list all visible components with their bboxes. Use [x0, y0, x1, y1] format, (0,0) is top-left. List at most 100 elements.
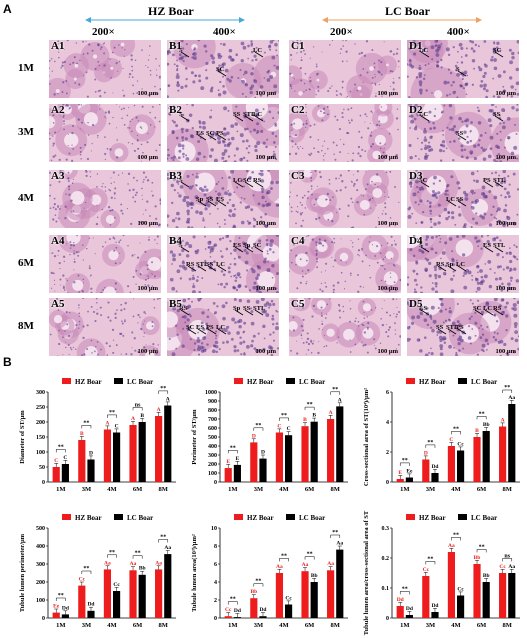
bar-letter-label: Aa — [327, 561, 334, 567]
bar — [78, 440, 86, 482]
scale-bar-label: 100 μm — [495, 220, 516, 227]
significance-bracket — [502, 558, 513, 562]
y-tick-label: 2 — [214, 598, 217, 604]
significance-bracket — [107, 414, 117, 418]
y-tick-label: 500 — [36, 526, 45, 532]
bar-letter-label: D — [89, 450, 93, 456]
significance-bracket — [425, 444, 436, 448]
histology-tile-a4: A4 100 μm — [49, 235, 161, 293]
x-tick-label: 4M — [451, 622, 460, 629]
bar — [78, 585, 86, 618]
scale-bar-label: 100 μm — [377, 285, 398, 292]
bar-letter-label: Aa — [164, 545, 171, 551]
y-tick-label: 0 — [214, 480, 217, 486]
legend-entry: LC Boar — [471, 514, 497, 522]
bar — [405, 477, 413, 482]
bar-letter-label: C — [63, 455, 67, 461]
y-axis-label: Tubule lumen area(10³)/μm² — [191, 534, 198, 612]
annotation-arrow — [457, 328, 467, 335]
y-tick-label: 0 — [42, 616, 45, 622]
significance-label: ** — [427, 440, 433, 446]
row-label: 1M — [18, 62, 34, 74]
x-tick-label: 3M — [254, 622, 263, 629]
annotation-arrow — [244, 181, 254, 188]
bar-letter-label: Cc — [285, 595, 292, 601]
annotation-arrow — [244, 115, 254, 122]
bar — [336, 549, 344, 618]
bar-letter-label: C — [115, 423, 119, 429]
bar — [301, 571, 309, 618]
x-tick-label: 8M — [503, 622, 512, 629]
histology-tile-d1: LC S SC D1 100 μm — [407, 40, 519, 98]
annotation-arrow — [217, 134, 227, 141]
annotation-label: ES — [483, 242, 491, 249]
y-tick-label: 4 — [386, 420, 389, 426]
significance-bracket — [158, 539, 169, 543]
y-tick-label: 100 — [36, 598, 45, 604]
bar — [61, 614, 69, 618]
annotation-arrow — [234, 246, 244, 253]
bar — [285, 604, 293, 618]
scale-bar-label: 100 μm — [137, 285, 158, 292]
bar-letter-label: Aa — [508, 395, 515, 401]
bar — [431, 473, 439, 482]
significance-label: ** — [402, 586, 408, 592]
bar — [113, 591, 121, 618]
panel-b-label: B — [3, 355, 12, 369]
x-tick-label: 3M — [82, 486, 91, 493]
bar — [61, 464, 69, 482]
y-tick-label: 800 — [208, 408, 217, 414]
significance-label: ** — [230, 597, 236, 603]
x-tick-label: 4M — [107, 486, 116, 493]
annotation-label: Sp — [243, 242, 251, 249]
row-label: 4M — [18, 192, 34, 204]
scale-bar-label: 100 μm — [255, 154, 276, 161]
tissue-image — [289, 40, 401, 98]
significance-bracket — [132, 407, 143, 411]
bar — [275, 573, 283, 618]
bar-letter-label: Dd — [406, 606, 413, 612]
y-tick-label: 1000 — [205, 390, 217, 396]
histology-tile-d2: LC SS SS D2 100 μm — [407, 104, 519, 162]
annotation-arrow — [217, 200, 227, 207]
bar-letter-label: A — [329, 410, 333, 416]
x-tick-label: 6M — [305, 622, 314, 629]
bar — [473, 437, 481, 482]
chart-lumen-perimeter: HZ Boar LC Boar 0 100 200 300 400 500 Tubule lum… — [19, 514, 176, 629]
bar-letter-label: Dd — [87, 602, 94, 608]
scale-bar-label: 100 μm — [137, 154, 158, 161]
annotation-arrow — [180, 115, 190, 122]
tile-label: D2 — [409, 104, 423, 116]
annotation-arrow — [420, 309, 430, 316]
annotation-arrow — [420, 181, 430, 188]
tile-label: C3 — [291, 170, 305, 182]
legend-swatch — [458, 378, 467, 384]
significance-label: ** — [109, 550, 115, 556]
y-tick-label: 250 — [36, 405, 45, 411]
tile-label: B2 — [169, 104, 182, 116]
scale-bar-label: 100 μm — [495, 154, 516, 161]
tissue-image — [289, 235, 401, 293]
annotation-label: SS — [436, 324, 444, 331]
annotation-label: SS — [243, 305, 251, 312]
x-tick-label: 4M — [451, 486, 460, 493]
bar-letter-label: B — [80, 431, 84, 437]
x-tick-label: 6M — [133, 622, 142, 629]
bar-letter-label: Ee — [53, 604, 60, 610]
bar-letter-label: Aa — [276, 564, 283, 570]
significance-label: ns — [135, 402, 141, 408]
annotation-label: SC — [493, 47, 502, 54]
annotation-label: LC — [419, 111, 428, 118]
bar-letter-label: Dd — [397, 597, 404, 603]
annotation-arrow — [457, 265, 467, 272]
bar — [447, 552, 455, 618]
bar-letter-label: Aa — [448, 543, 455, 549]
annotation-label: LC — [446, 196, 455, 203]
annotation-arrow — [437, 265, 447, 272]
annotation-arrow — [494, 181, 504, 188]
panel-a-histology: A HZ Boar LC Boar 200× 400× 200× 400× 1M… — [3, 2, 519, 369]
annotation-arrow — [447, 200, 457, 207]
bar-letter-label: B — [140, 413, 144, 419]
y-tick-label: 100 — [36, 450, 45, 456]
tissue-image — [49, 104, 161, 162]
